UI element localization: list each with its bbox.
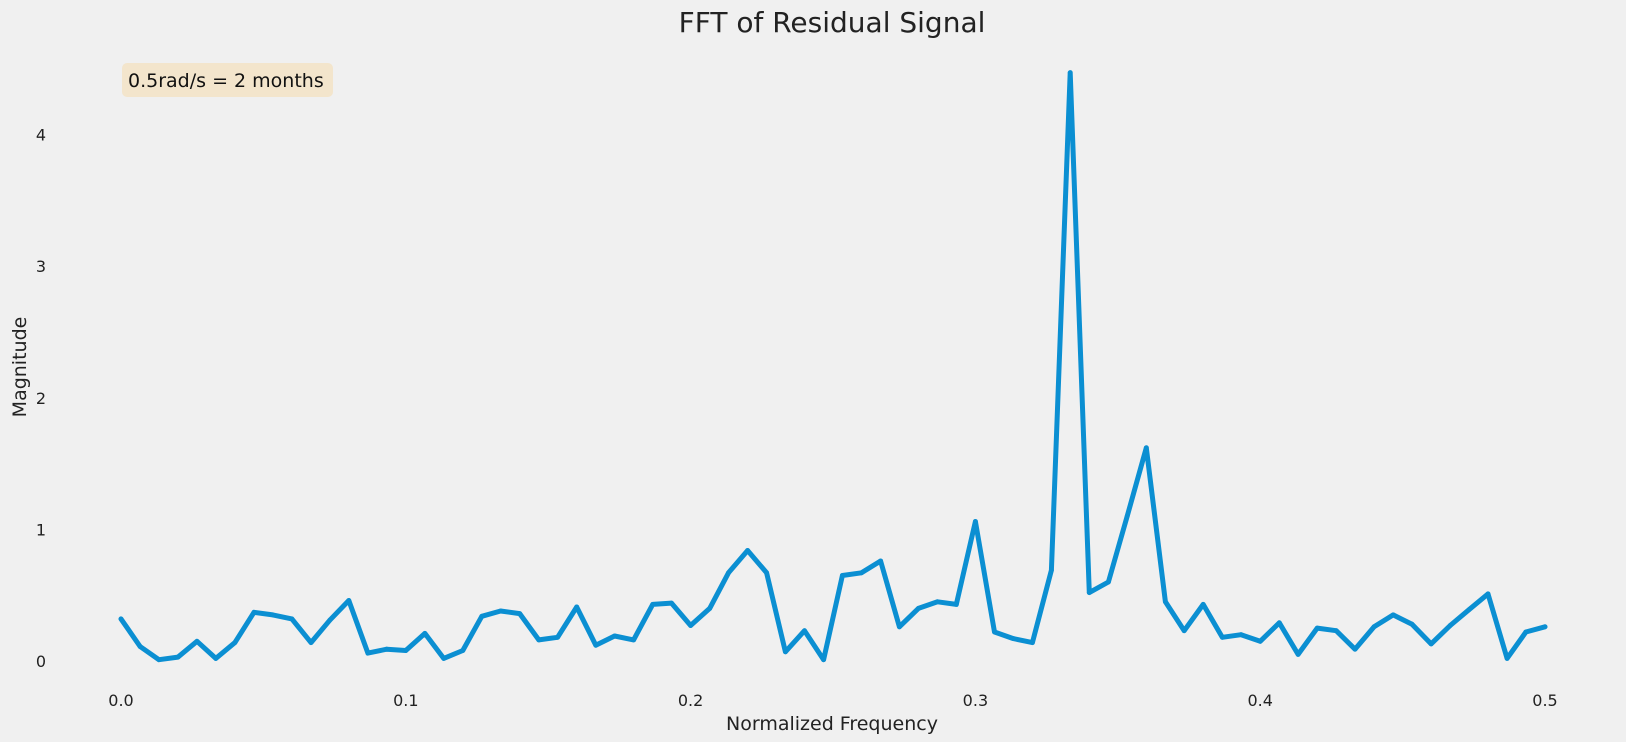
data-point	[973, 519, 978, 524]
data-point	[802, 628, 807, 634]
data-point	[935, 599, 940, 605]
data-point	[1428, 641, 1434, 647]
data-point	[1276, 620, 1282, 626]
data-point	[1163, 599, 1168, 605]
data-point	[1447, 623, 1453, 628]
x-axis-ticks: 0.0 0.1 0.2 0.3 0.4 0.5	[108, 691, 1557, 710]
magnitude-line	[118, 70, 1548, 663]
data-point	[953, 602, 959, 607]
data-point	[289, 616, 295, 622]
y-tick-label: 0	[36, 652, 46, 671]
data-point	[1504, 656, 1510, 661]
data-point	[422, 631, 428, 636]
data-point	[194, 638, 200, 644]
data-point	[1542, 624, 1548, 630]
data-point	[859, 570, 864, 576]
data-point	[1314, 625, 1320, 631]
data-point	[1010, 636, 1016, 641]
data-point	[270, 612, 276, 618]
data-point	[346, 598, 352, 603]
data-point	[821, 657, 826, 663]
data-point	[460, 648, 466, 653]
y-tick-label: 2	[36, 389, 46, 408]
data-point	[878, 558, 883, 564]
data-point	[707, 606, 713, 611]
x-tick-label: 0.2	[678, 691, 703, 710]
data-point	[327, 617, 333, 623]
data-point	[156, 657, 162, 663]
data-point	[669, 600, 674, 606]
annotation-box: 0.5rad/s = 2 months	[122, 63, 333, 97]
annotation-background	[122, 63, 333, 97]
data-point	[308, 640, 314, 645]
data-point	[992, 629, 997, 635]
data-point	[1333, 628, 1339, 634]
data-point	[631, 637, 636, 643]
data-point	[612, 633, 617, 639]
data-point	[1124, 513, 1130, 519]
data-point	[1390, 612, 1396, 618]
data-point	[1371, 624, 1377, 630]
data-point	[1409, 621, 1415, 627]
data-point	[175, 654, 181, 660]
data-point	[1049, 567, 1054, 573]
data-point	[916, 606, 921, 611]
data-point	[137, 644, 143, 649]
data-point	[745, 548, 750, 553]
y-axis-ticks: 0 1 2 3 4	[36, 126, 46, 671]
data-point	[498, 608, 503, 614]
y-tick-label: 1	[36, 520, 46, 539]
data-point	[479, 613, 485, 619]
data-point	[1030, 640, 1035, 645]
x-axis-label: Normalized Frequency	[726, 713, 938, 735]
data-point	[574, 604, 580, 610]
x-tick-label: 0.1	[393, 691, 418, 710]
data-point	[1466, 607, 1472, 613]
data-point	[1523, 629, 1529, 635]
data-point	[1257, 638, 1263, 644]
data-point	[555, 634, 560, 640]
data-point	[1143, 445, 1149, 451]
data-point	[1295, 652, 1301, 657]
data-points	[118, 70, 1548, 663]
data-point	[840, 573, 845, 578]
data-point	[441, 656, 447, 661]
data-point	[118, 616, 124, 622]
data-point	[1238, 632, 1244, 638]
data-point	[1200, 602, 1206, 607]
y-tick-label: 4	[36, 126, 46, 145]
x-tick-label: 0.5	[1532, 691, 1557, 710]
data-point	[593, 642, 599, 648]
data-point	[1086, 590, 1092, 595]
data-point	[1352, 646, 1358, 652]
data-point	[783, 649, 788, 655]
chart-title: FFT of Residual Signal	[679, 6, 986, 39]
data-point	[764, 570, 769, 576]
data-point	[1067, 70, 1073, 76]
data-point	[384, 646, 390, 652]
data-point	[536, 637, 542, 643]
data-point	[650, 602, 656, 607]
y-axis-label: Magnitude	[9, 317, 31, 418]
data-point	[365, 650, 371, 656]
annotation-text: 0.5rad/s = 2 months	[128, 70, 324, 92]
data-point	[1219, 634, 1225, 640]
data-point	[232, 640, 238, 645]
data-point	[1485, 591, 1491, 597]
data-point	[897, 624, 902, 630]
data-point	[403, 648, 409, 653]
data-point	[213, 656, 219, 661]
data-point	[688, 623, 693, 628]
data-point	[1106, 579, 1111, 585]
data-point	[517, 611, 523, 616]
data-point	[726, 570, 731, 576]
y-tick-label: 3	[36, 257, 46, 276]
x-tick-label: 0.0	[108, 691, 133, 710]
data-point	[1181, 628, 1187, 634]
x-tick-label: 0.3	[963, 691, 988, 710]
x-tick-label: 0.4	[1247, 691, 1272, 710]
data-point	[251, 609, 257, 615]
